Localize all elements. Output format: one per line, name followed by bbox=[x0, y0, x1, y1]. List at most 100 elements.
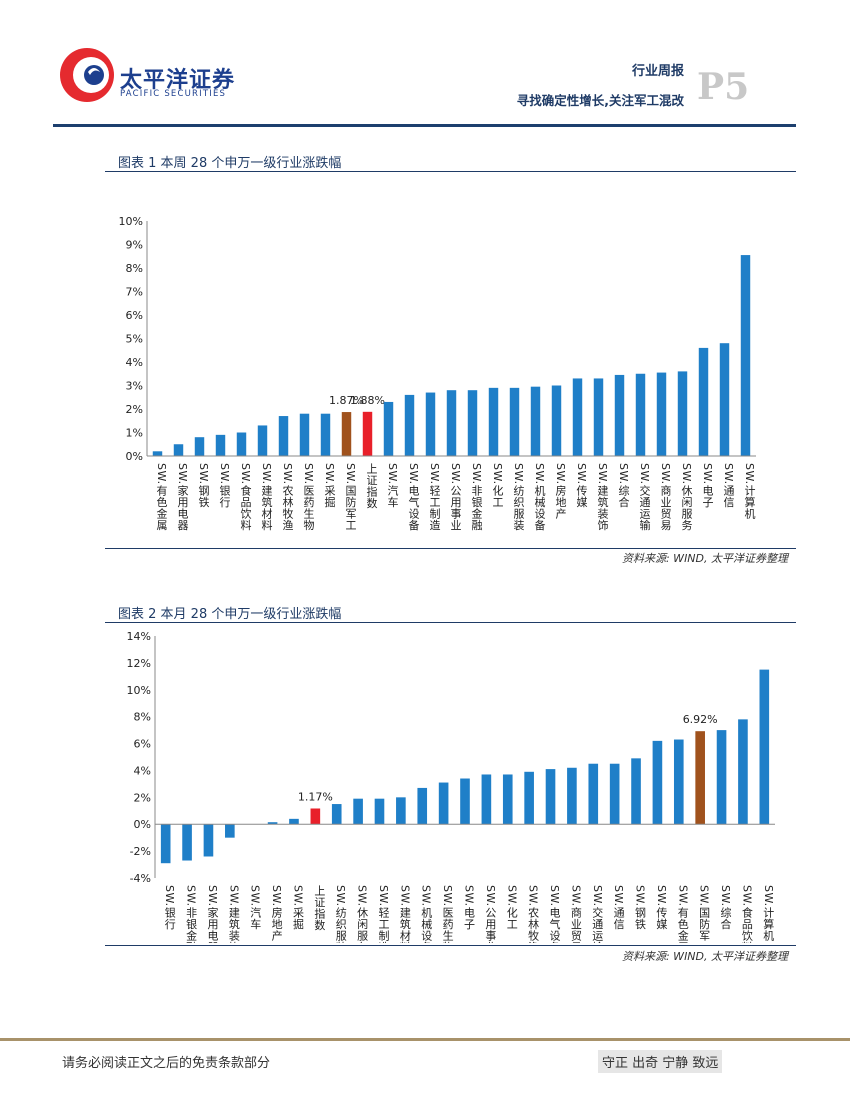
y-tick-label: 10% bbox=[127, 684, 151, 697]
y-tick-label: 7% bbox=[126, 286, 143, 299]
figure1-title: 图表 1 本周 28 个申万一级行业涨跌幅 bbox=[118, 156, 342, 171]
y-tick-label: 0% bbox=[126, 450, 143, 463]
category-label: SW.化工 bbox=[491, 463, 504, 508]
data-label: 1.87% bbox=[329, 394, 364, 407]
y-tick-label: 6% bbox=[126, 309, 143, 322]
category-label: SW.电子 bbox=[463, 885, 476, 930]
category-label: SW.采掘 bbox=[323, 463, 336, 508]
footer-motto: 守正 出奇 宁静 致远 bbox=[598, 1050, 723, 1073]
bar-18 bbox=[524, 771, 534, 825]
category-label: SW.电子 bbox=[701, 463, 714, 508]
category-label: SW.钢铁 bbox=[197, 463, 210, 508]
category-label: SW.有色金属 bbox=[676, 885, 689, 943]
category-label: SW.休闲服务 bbox=[680, 463, 693, 531]
category-label: SW.非银金融 bbox=[470, 463, 483, 531]
bar-2 bbox=[182, 824, 192, 861]
category-label: SW.家用电器 bbox=[206, 885, 219, 943]
category-label: SW.建筑材料 bbox=[398, 885, 411, 943]
bar-6 bbox=[267, 822, 278, 825]
bar-23 bbox=[631, 758, 641, 825]
y-tick-label: 4% bbox=[126, 356, 143, 369]
category-label: SW.计算机 bbox=[762, 885, 775, 941]
category-label: SW.公用事业 bbox=[449, 463, 462, 531]
bar-24 bbox=[635, 373, 646, 456]
category-label: SW.非银金融 bbox=[185, 885, 198, 943]
category-label: SW.交通运输 bbox=[638, 463, 651, 531]
bar-9 bbox=[331, 804, 342, 825]
company-name-cn: 太平洋证券 bbox=[120, 68, 236, 93]
bar-25 bbox=[673, 739, 684, 825]
category-label: SW.国防军工 bbox=[344, 463, 357, 531]
bar-7 bbox=[278, 416, 289, 456]
category-label: SW.建筑装饰 bbox=[227, 885, 240, 943]
category-label: SW.食品饮料 bbox=[239, 463, 252, 531]
bar-24 bbox=[652, 740, 663, 825]
bar-17 bbox=[488, 387, 499, 456]
bar-25 bbox=[656, 372, 667, 456]
bar-1 bbox=[160, 824, 171, 864]
category-label: SW.通信 bbox=[722, 463, 735, 508]
bar-9 bbox=[320, 413, 331, 456]
footer-disclaimer: 请务必阅读正文之后的免责条款部分 bbox=[62, 1056, 271, 1071]
category-label: SW.食品饮料 bbox=[740, 885, 753, 943]
category-label: SW.商业贸易 bbox=[569, 885, 582, 943]
company-name-en: PACIFIC SECURITIES bbox=[120, 89, 227, 99]
figure2-title: 图表 2 本月 28 个申万一级行业涨跌幅 bbox=[118, 607, 342, 622]
category-label: SW.计算机 bbox=[743, 463, 756, 519]
figure1-bottom-rule bbox=[105, 548, 796, 549]
bar-26 bbox=[695, 731, 705, 825]
bar-27 bbox=[698, 347, 709, 456]
bar-4 bbox=[215, 434, 226, 456]
figure1-chart: 0% 1% 2% 3% 4% 5% 6% 7% 8% 9% 10% SW.有色金属 SW.家用电器 SW.… bbox=[119, 215, 756, 531]
bar-15 bbox=[460, 778, 470, 825]
figure1-source: 资料来源: WIND, 太平洋证券整理 bbox=[621, 552, 788, 565]
bar-16 bbox=[467, 390, 478, 456]
bar-21 bbox=[588, 763, 599, 825]
y-tick-label: 2% bbox=[126, 403, 143, 416]
category-label: SW.银行 bbox=[163, 885, 176, 930]
bar-13 bbox=[404, 394, 415, 456]
bar-12 bbox=[396, 797, 406, 825]
y-tick-label: 12% bbox=[127, 657, 151, 670]
figure2-bottom-rule bbox=[105, 945, 796, 946]
report-type: 行业周报 bbox=[631, 64, 684, 79]
category-label: SW.公用事业 bbox=[484, 885, 497, 943]
bar-29 bbox=[740, 255, 751, 456]
category-label: SW.纺织服装 bbox=[334, 885, 347, 943]
bar-7 bbox=[289, 818, 299, 825]
bar-11 bbox=[362, 411, 373, 456]
bar-22 bbox=[593, 378, 604, 456]
category-label: SW.国防军工 bbox=[698, 885, 711, 943]
figure2-chart: -4% -2% 0% 2% 4% 6% 8% 10% 12% 14% SW.银行 SW.非银金融 SW.… bbox=[127, 630, 775, 943]
category-label: SW.汽车 bbox=[249, 885, 262, 930]
bar-6 bbox=[257, 425, 268, 456]
bar-1 bbox=[152, 451, 163, 456]
figure1-title-rule bbox=[105, 171, 796, 172]
y-tick-label: 0% bbox=[134, 818, 151, 831]
category-label: SW.交通运输 bbox=[591, 885, 604, 943]
category-label: SW.传媒 bbox=[575, 463, 588, 508]
report-subtitle: 寻找确定性增长,关注军工混改 bbox=[516, 93, 684, 108]
category-label: 上证指数 bbox=[313, 885, 326, 932]
y-tick-label: 4% bbox=[134, 764, 151, 777]
y-tick-label: 8% bbox=[126, 262, 143, 275]
bar-20 bbox=[551, 385, 562, 456]
y-tick-label: -2% bbox=[130, 845, 151, 858]
bar-19 bbox=[530, 386, 541, 456]
y-tick-label: 14% bbox=[127, 630, 151, 643]
category-label: SW.机械设备 bbox=[420, 885, 433, 943]
header-rule bbox=[53, 124, 796, 127]
data-label: 6.92% bbox=[683, 713, 718, 726]
bar-17 bbox=[502, 774, 513, 825]
bar-19 bbox=[545, 769, 556, 825]
category-label: SW.医药生物 bbox=[302, 463, 315, 531]
bar-13 bbox=[417, 787, 428, 825]
y-tick-label: 3% bbox=[126, 380, 143, 393]
page-number: P5 bbox=[697, 66, 750, 108]
footer-rule bbox=[0, 1038, 850, 1041]
category-label: SW.有色金属 bbox=[155, 463, 168, 531]
category-label: SW.银行 bbox=[218, 463, 231, 508]
company-logo bbox=[60, 48, 114, 102]
bar-14 bbox=[425, 392, 436, 456]
category-label: SW.电气设备 bbox=[548, 885, 561, 943]
